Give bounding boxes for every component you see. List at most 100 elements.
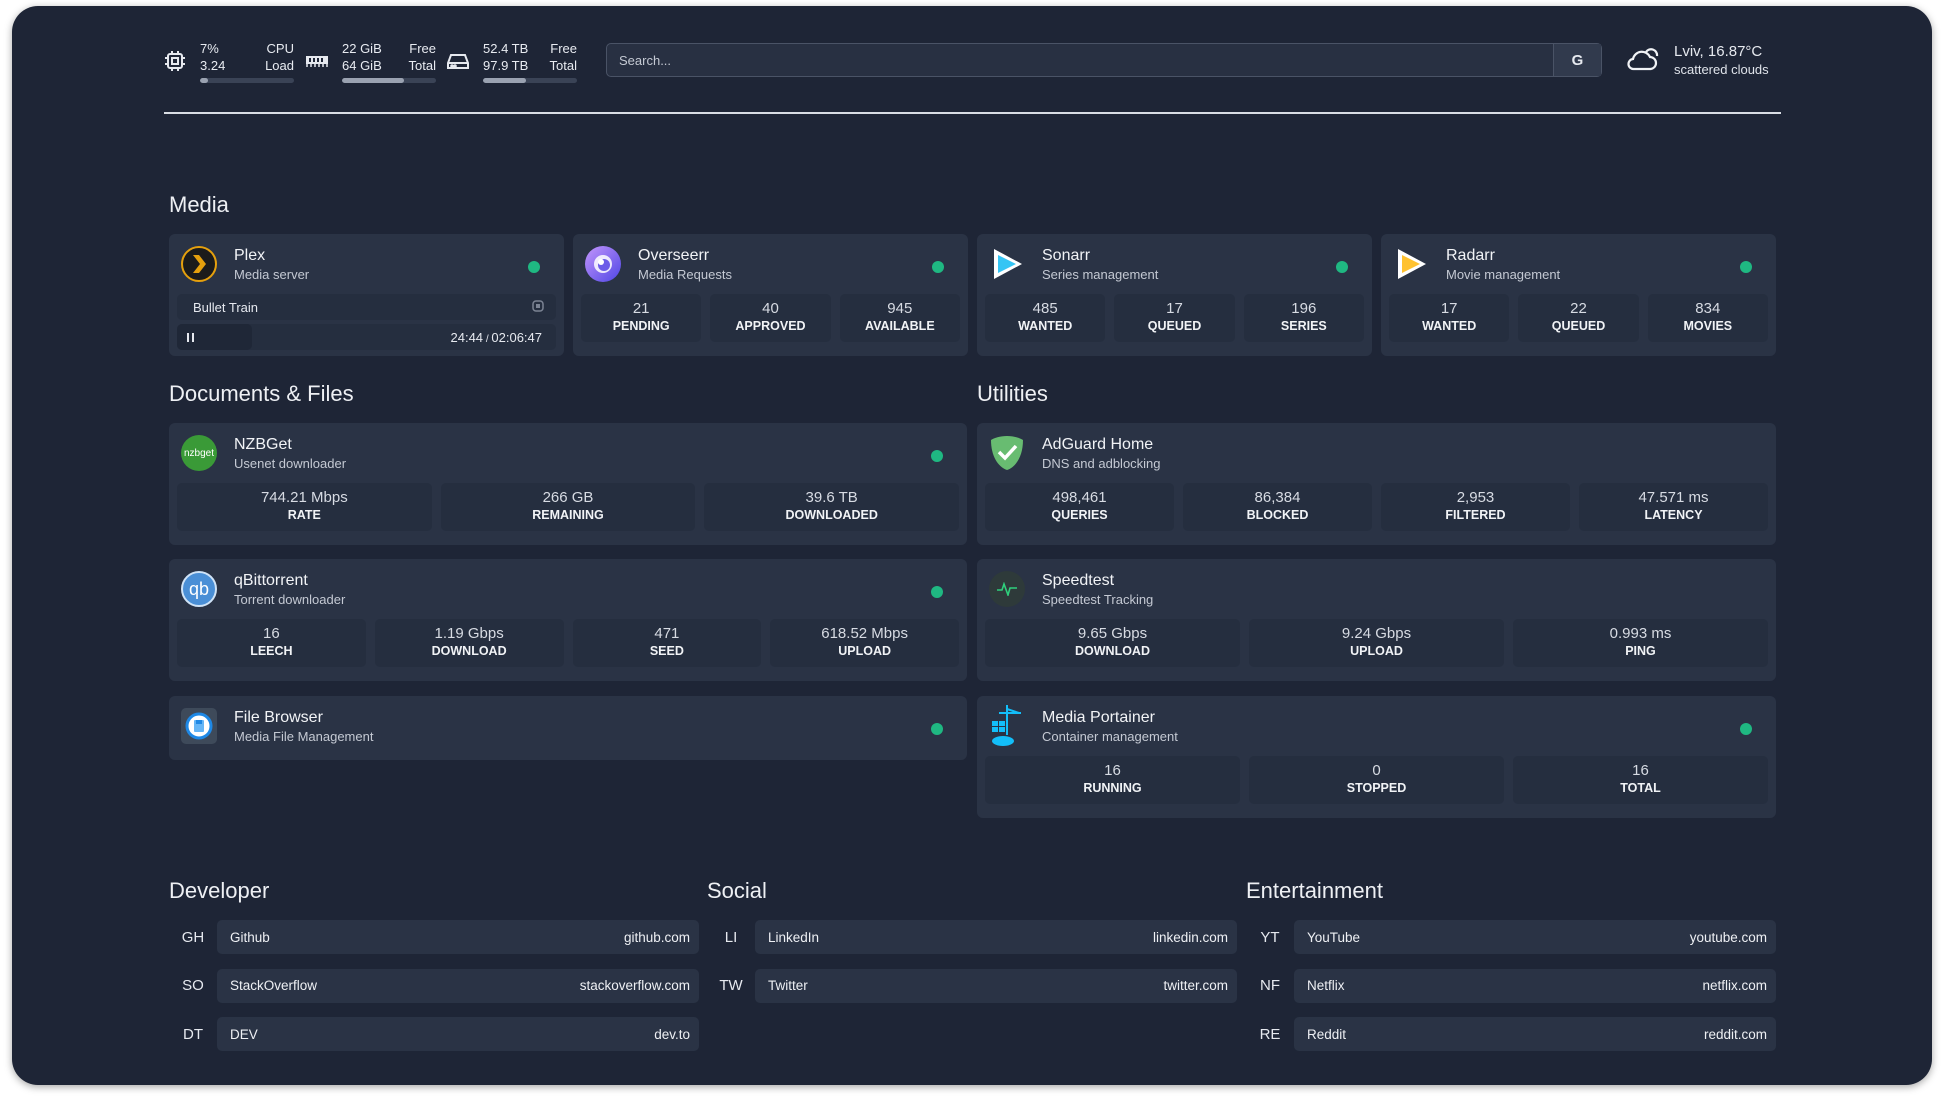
bookmark-youtube[interactable]: YT YouTube youtube.com xyxy=(1246,920,1776,954)
stat-value: 471 xyxy=(654,625,680,642)
disk-icon xyxy=(445,48,471,74)
card-text: File Browser Media File Management xyxy=(234,708,373,745)
cpu-icon xyxy=(162,48,188,74)
stat-label: FILTERED xyxy=(1445,508,1506,522)
bookmark-url: linkedin.com xyxy=(1152,929,1228,945)
service-card-file-browser[interactable]: File Browser Media File Management xyxy=(169,696,967,760)
status-indicator xyxy=(931,723,943,735)
time-separator: / xyxy=(483,333,492,345)
service-description: Media Requests xyxy=(638,266,732,282)
bookmark-abbreviation: DT xyxy=(183,1025,203,1043)
bookmark-reddit[interactable]: RE Reddit reddit.com xyxy=(1246,1017,1776,1051)
google-search-button[interactable]: G xyxy=(1553,44,1601,76)
bookmark-body[interactable]: YouTube youtube.com xyxy=(1294,920,1776,954)
memory-bar xyxy=(342,78,436,83)
status-indicator xyxy=(932,261,944,273)
bookmark-name: YouTube xyxy=(1307,929,1361,945)
bookmark-url: github.com xyxy=(623,929,690,945)
service-name: File Browser xyxy=(234,708,323,726)
bookmark-body[interactable]: LinkedIn linkedin.com xyxy=(755,920,1237,954)
stat-label: DOWNLOAD xyxy=(1075,644,1150,658)
bookmark-github[interactable]: GH Github github.com xyxy=(169,920,699,954)
cpu-usage: 7% xyxy=(200,41,219,56)
weather-widget: Lviv, 16.87°C scattered clouds xyxy=(1626,42,1769,78)
search-input[interactable] xyxy=(607,44,1553,76)
bookmark-abbreviation: NF xyxy=(1260,977,1280,994)
service-description: Media File Management xyxy=(234,728,374,744)
stat-block: 17 QUEUED xyxy=(1114,294,1235,342)
bookmark-name: StackOverflow xyxy=(230,978,318,993)
card-header: Plex Media server xyxy=(177,234,556,294)
bookmark-name: Twitter xyxy=(768,978,808,993)
bookmark-body[interactable]: Github github.com xyxy=(217,920,699,954)
bookmark-twitter[interactable]: TW Twitter twitter.com xyxy=(707,968,1237,1003)
bookmark-linkedin[interactable]: LI LinkedIn linkedin.com xyxy=(707,920,1237,954)
bookmark-body[interactable]: DEV dev.to xyxy=(217,1017,699,1051)
stats-row: 498,461 QUERIES 86,384 BLOCKED 2,953 FILTERED… xyxy=(985,483,1768,531)
section-title-entertainment: Entertainment xyxy=(1246,878,1383,903)
service-card-nzbget[interactable]: nzbget NZBGet Usenet downloader 744.21 Mbps… xyxy=(169,423,967,545)
stat-value: 485 xyxy=(1032,300,1058,317)
service-card-media-portainer[interactable]: Media Portainer Container management 16 RUN… xyxy=(977,696,1776,818)
pause-button[interactable] xyxy=(177,324,252,350)
stat-value: 22 xyxy=(1570,300,1587,317)
section-title-social: Social xyxy=(707,878,767,903)
stat-block: 618.52 Mbps UPLOAD xyxy=(770,619,959,667)
card-text: Speedtest Speedtest Tracking xyxy=(1042,571,1153,608)
status-indicator xyxy=(1740,261,1752,273)
service-name: AdGuard Home xyxy=(1042,435,1154,453)
stat-value: 47.571 ms xyxy=(1638,489,1709,506)
bookmark-url: dev.to xyxy=(654,1026,690,1042)
card-header: AdGuard Home DNS and adblocking xyxy=(985,423,1768,483)
stat-value: 9.65 Gbps xyxy=(1077,625,1148,642)
free-label: Free xyxy=(550,41,577,56)
stat-block: 9.65 Gbps DOWNLOAD xyxy=(985,619,1240,667)
service-card-radarr[interactable]: Radarr Movie management 17 WANTED 22 QUEUED 83… xyxy=(1381,234,1776,356)
stat-label: PENDING xyxy=(612,319,670,333)
service-card-speedtest[interactable]: Speedtest Speedtest Tracking 9.65 Gbps DOWN… xyxy=(977,559,1776,681)
stat-block: 498,461 QUERIES xyxy=(985,483,1174,531)
service-name: Plex xyxy=(234,246,266,264)
now-playing-title: Bullet Train xyxy=(193,299,259,315)
playback-time: 24:44 / 02:06:47 xyxy=(451,330,543,345)
stat-value: 744.21 Mbps xyxy=(260,489,348,506)
settings-icon[interactable] xyxy=(532,299,544,315)
stat-label: LEECH xyxy=(250,644,293,658)
bookmark-abbreviation: YT xyxy=(1260,928,1280,946)
bookmark-body[interactable]: Reddit reddit.com xyxy=(1294,1017,1776,1051)
stat-label: QUERIES xyxy=(1051,508,1108,522)
bookmark-body[interactable]: Twitter twitter.com xyxy=(755,968,1237,1003)
memory-total: 64 GiB xyxy=(342,58,382,73)
status-indicator xyxy=(931,450,943,462)
service-card-plex[interactable]: Plex Media server Bullet Train 24:44 / 02:0… xyxy=(169,234,564,356)
service-description: DNS and adblocking xyxy=(1042,455,1161,471)
service-name: NZBGet xyxy=(234,435,292,453)
memory-icon xyxy=(304,48,330,74)
stat-block: 21 PENDING xyxy=(581,294,702,342)
card-header: File Browser Media File Management xyxy=(177,696,959,756)
bookmark-dev[interactable]: DT DEV dev.to xyxy=(169,1017,699,1051)
stat-block: 86,384 BLOCKED xyxy=(1183,483,1372,531)
card-text: Plex Media server xyxy=(234,246,309,283)
stat-value: 40 xyxy=(762,300,779,317)
stat-block: 2,953 FILTERED xyxy=(1381,483,1570,531)
stat-value: 618.52 Mbps xyxy=(821,625,908,642)
bookmark-url: youtube.com xyxy=(1689,929,1767,945)
service-card-sonarr[interactable]: Sonarr Series management 485 WANTED 17 QUEUED… xyxy=(977,234,1372,356)
bookmark-body[interactable]: StackOverflow stackoverflow.com xyxy=(217,968,699,1003)
bookmark-body[interactable]: Netflix netflix.com xyxy=(1294,968,1776,1003)
service-card-overseerr[interactable]: Overseerr Media Requests 21 PENDING 40 APPROV… xyxy=(573,234,968,356)
radarr-icon xyxy=(1393,246,1429,282)
bookmark-url: reddit.com xyxy=(1703,1026,1767,1042)
section-title-developer: Developer xyxy=(169,878,270,903)
bookmark-netflix[interactable]: NF Netflix netflix.com xyxy=(1246,968,1776,1003)
bookmark-name: Reddit xyxy=(1307,1026,1347,1042)
stat-block: 22 QUEUED xyxy=(1518,294,1639,342)
bookmark-stackoverflow[interactable]: SO StackOverflow stackoverflow.com xyxy=(169,968,699,1003)
total-label: Total xyxy=(549,58,577,73)
disk-widget: 52.4 TB Free 97.9 TB Total xyxy=(445,40,577,83)
file-browser-icon xyxy=(181,708,217,744)
stat-value: 834 xyxy=(1695,300,1721,317)
service-card-qbittorrent[interactable]: qb qBittorrent Torrent downloader 16 LEECH 1.… xyxy=(169,559,967,681)
service-card-adguard-home[interactable]: AdGuard Home DNS and adblocking 498,461 QUE… xyxy=(977,423,1776,545)
